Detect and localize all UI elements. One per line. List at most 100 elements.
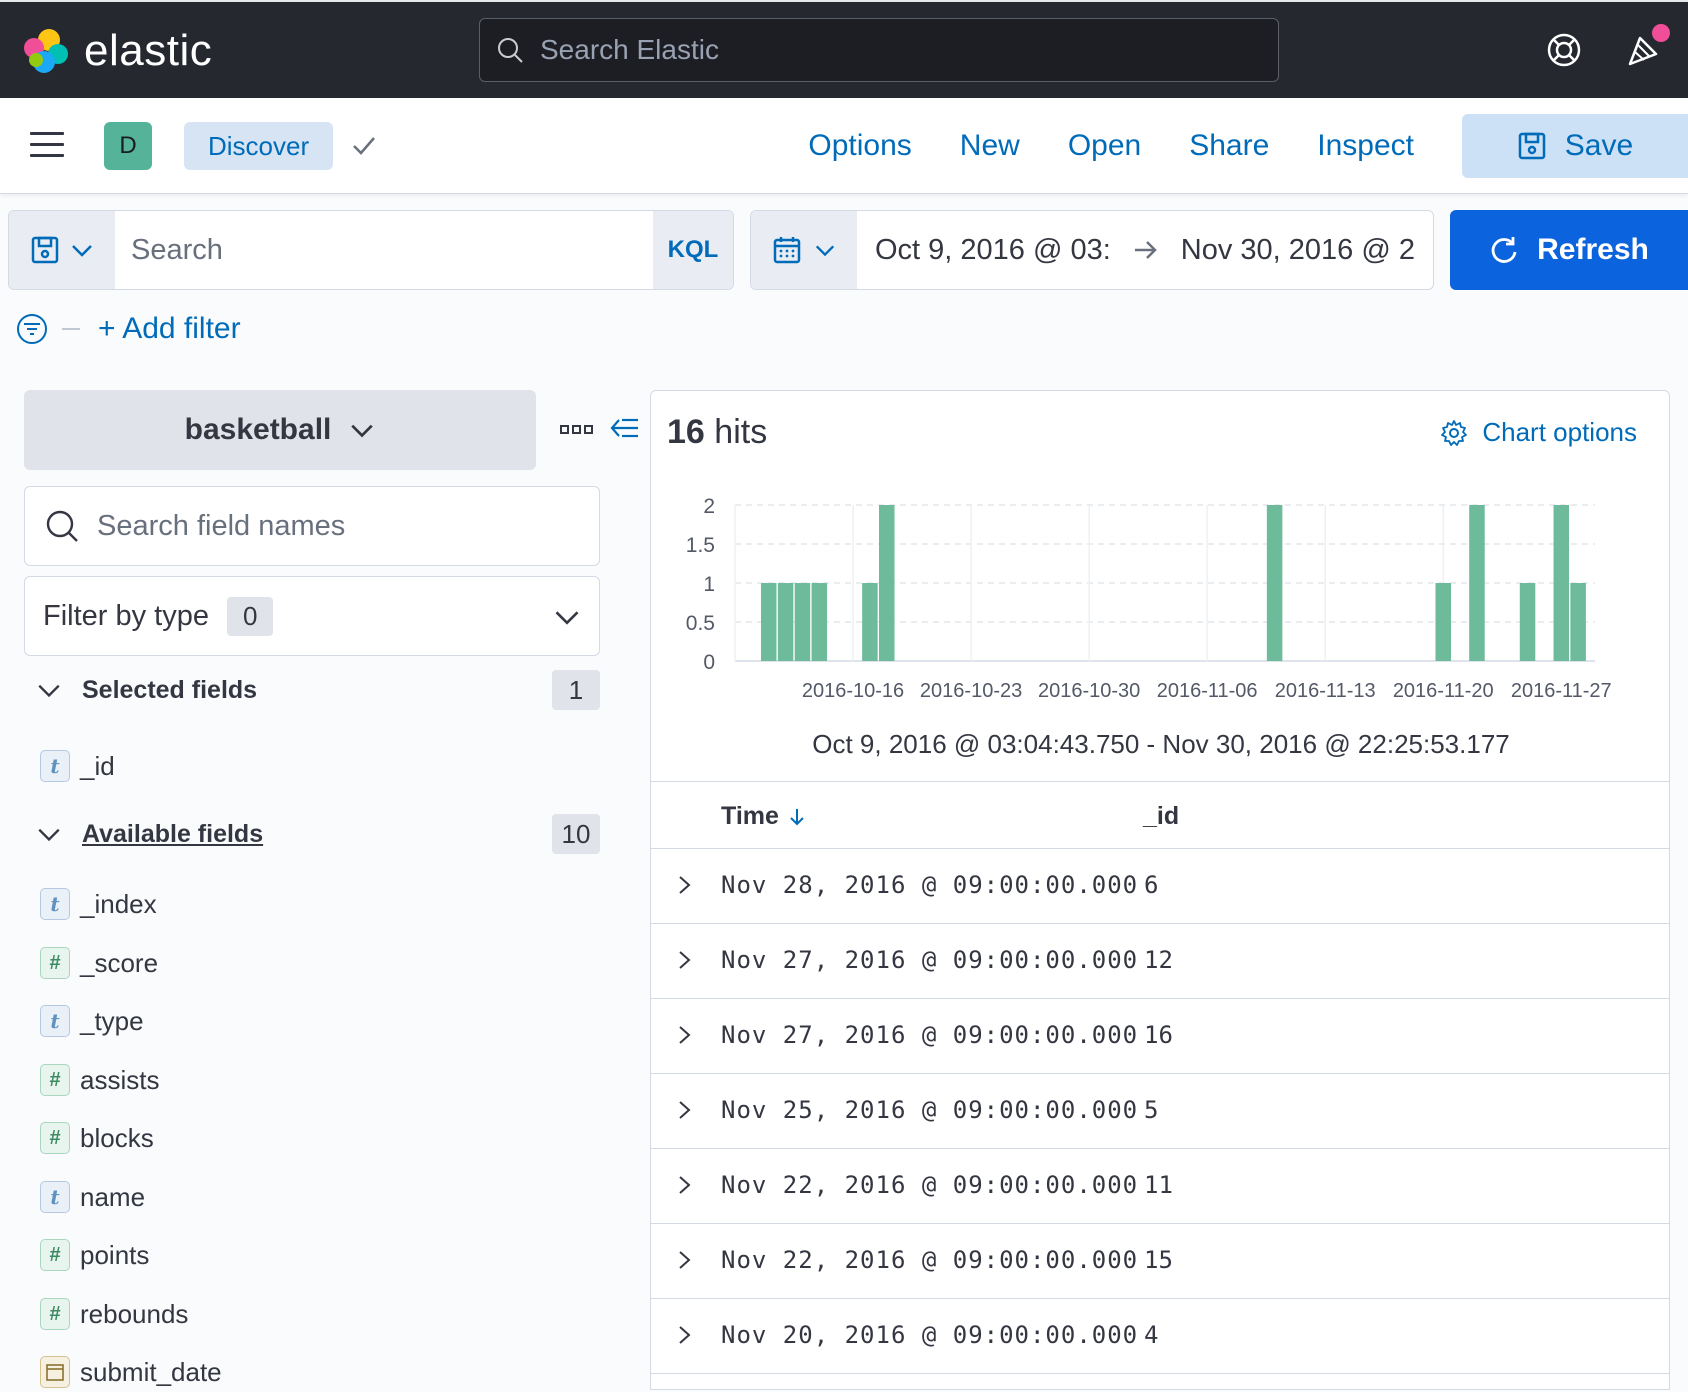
field-name: _type (80, 1005, 144, 1036)
row-time: Nov 22, 2016 @ 09:00:00.000 (721, 1171, 1139, 1199)
filter-by-type-label: Filter by type (43, 599, 209, 632)
number-type-icon: # (40, 1122, 70, 1154)
date-end[interactable]: Nov 30, 2016 @ 2 (1180, 233, 1415, 266)
field-item[interactable]: # _score (40, 943, 158, 983)
query-bar: Search KQL (8, 210, 734, 290)
histogram-bar (777, 583, 794, 661)
index-pattern-selector[interactable]: basketball (24, 390, 536, 470)
field-item[interactable]: # rebounds (40, 1294, 188, 1334)
string-type-icon: t (40, 1005, 70, 1037)
table-row[interactable]: Nov 27, 2016 @ 09:00:00.000 12 (651, 924, 1669, 999)
selected-fields-toggle[interactable]: Selected fields 1 (24, 668, 600, 712)
column-header-time[interactable]: Time (721, 802, 807, 831)
x-tick-label: 2016-10-23 (920, 680, 1022, 702)
chevron-down-icon (38, 684, 60, 698)
query-input[interactable]: Search (131, 233, 223, 266)
row-id: 5 (1144, 1096, 1159, 1124)
field-name: name (80, 1181, 146, 1212)
histogram-chart: 2 1.5 1 0.5 0 2016-10-16 2016-10-23 2016-10-30 2… (686, 495, 1612, 702)
elastic-logo[interactable]: elastic (22, 26, 212, 76)
results-panel: 16 hits Chart options 2 1.5 1 0.5 0 2016-10-1… (650, 390, 1670, 1390)
field-search-input[interactable]: Search field names (24, 486, 600, 566)
date-start[interactable]: Oct 9, 2016 @ 03: (875, 233, 1111, 266)
calendar-icon (773, 237, 801, 264)
table-row[interactable]: Nov 20, 2016 @ 09:00:00.000 4 (651, 1299, 1669, 1374)
share-link[interactable]: Share (1189, 129, 1270, 162)
field-item[interactable]: # blocks (40, 1118, 154, 1158)
filter-by-type-button[interactable]: Filter by type 0 (24, 576, 600, 656)
row-id: 6 (1144, 871, 1159, 899)
global-search[interactable] (479, 18, 1279, 82)
field-item[interactable]: t _index (40, 884, 157, 924)
string-type-icon: t (40, 750, 70, 782)
available-fields-count: 10 (552, 814, 600, 854)
refresh-label: Refresh (1537, 233, 1649, 266)
field-item[interactable]: t name (40, 1177, 145, 1217)
chevron-right-icon[interactable] (673, 1323, 695, 1347)
histogram-bar (1435, 583, 1451, 661)
row-id: 4 (1144, 1321, 1159, 1349)
field-item[interactable]: # assists (40, 1060, 159, 1100)
search-icon (498, 38, 523, 63)
add-filter-button[interactable]: + Add filter (98, 312, 241, 345)
column-time-label: Time (721, 802, 779, 830)
field-item[interactable]: submit_date (40, 1352, 222, 1392)
new-link[interactable]: New (959, 129, 1020, 162)
number-type-icon: # (40, 1239, 70, 1271)
date-range: Oct 9, 2016 @ 03: Nov 30, 2016 @ 2 (857, 211, 1433, 289)
chevron-down-icon (351, 424, 374, 438)
sort-down-icon (790, 808, 804, 825)
chevron-right-icon[interactable] (673, 1098, 695, 1122)
column-header-id[interactable]: _id (1143, 802, 1180, 830)
chart-options-button[interactable]: Chart options (1440, 417, 1637, 448)
histogram-bar (760, 583, 777, 661)
field-name: rebounds (80, 1298, 189, 1329)
field-item[interactable]: # points (40, 1235, 149, 1275)
filter-icon[interactable] (16, 313, 48, 345)
quick-date-menu[interactable] (751, 211, 857, 289)
open-link[interactable]: Open (1067, 129, 1142, 162)
options-link[interactable]: Options (808, 129, 912, 162)
inspect-link[interactable]: Inspect (1317, 129, 1414, 162)
chevron-right-icon[interactable] (673, 1173, 695, 1197)
table-row[interactable]: Nov 22, 2016 @ 09:00:00.000 15 (651, 1224, 1669, 1299)
chart-options-label: Chart options (1482, 417, 1637, 447)
global-search-input[interactable] (540, 34, 1240, 66)
more-options-icon[interactable] (560, 424, 594, 436)
chevron-right-icon[interactable] (673, 1023, 695, 1047)
field-name: points (80, 1239, 150, 1270)
breadcrumb-discover[interactable]: Discover (184, 122, 334, 170)
date-type-icon (40, 1356, 70, 1388)
save-button[interactable]: Save (1462, 114, 1688, 178)
date-picker: Oct 9, 2016 @ 03: Nov 30, 2016 @ 2 (750, 210, 1434, 290)
field-item[interactable]: t _id (40, 746, 115, 786)
chevron-right-icon[interactable] (673, 948, 695, 972)
help-icon[interactable] (1546, 32, 1582, 68)
y-tick-label: 0.5 (686, 612, 715, 635)
histogram-bar (879, 505, 895, 661)
chevron-right-icon[interactable] (673, 873, 695, 897)
table-row[interactable]: Nov 22, 2016 @ 09:00:00.000 11 (651, 1149, 1669, 1224)
space-avatar[interactable]: D (104, 122, 152, 170)
table-row[interactable]: Nov 27, 2016 @ 09:00:00.000 16 (651, 999, 1669, 1074)
chevron-right-icon[interactable] (673, 1248, 695, 1272)
refresh-button[interactable]: Refresh (1450, 210, 1688, 290)
menu-toggle-icon[interactable] (30, 132, 64, 158)
row-id: 15 (1144, 1246, 1173, 1274)
table-row[interactable]: Nov 28, 2016 @ 09:00:00.000 6 (651, 849, 1669, 924)
collapse-sidebar-icon[interactable] (610, 416, 640, 444)
table-header: Time _id (651, 781, 1669, 849)
field-name: _id (80, 750, 115, 781)
kql-toggle[interactable]: KQL (653, 211, 733, 289)
row-time: Nov 28, 2016 @ 09:00:00.000 (721, 871, 1139, 899)
time-range-label: Oct 9, 2016 @ 03:04:43.750 - Nov 30, 201… (812, 729, 1510, 759)
notification-dot (1652, 24, 1670, 42)
available-fields-toggle[interactable]: Available fields 10 (24, 812, 600, 856)
field-name: blocks (80, 1122, 154, 1153)
arrow-right-icon (1134, 241, 1157, 259)
newsfeed-icon[interactable] (1626, 30, 1662, 68)
saved-query-menu[interactable] (9, 211, 115, 289)
field-item[interactable]: t _type (40, 1001, 144, 1041)
table-row[interactable]: Nov 25, 2016 @ 09:00:00.000 5 (651, 1074, 1669, 1149)
histogram-bar (811, 583, 828, 661)
